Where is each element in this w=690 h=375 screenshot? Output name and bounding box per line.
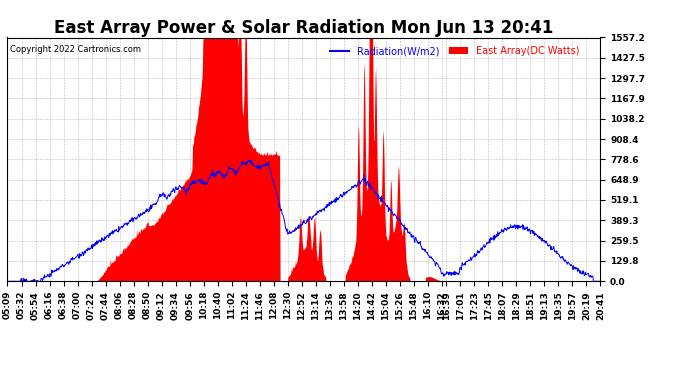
Legend: Radiation(W/m2), East Array(DC Watts): Radiation(W/m2), East Array(DC Watts) — [326, 42, 584, 60]
Title: East Array Power & Solar Radiation Mon Jun 13 20:41: East Array Power & Solar Radiation Mon J… — [54, 20, 553, 38]
Text: Copyright 2022 Cartronics.com: Copyright 2022 Cartronics.com — [10, 45, 141, 54]
